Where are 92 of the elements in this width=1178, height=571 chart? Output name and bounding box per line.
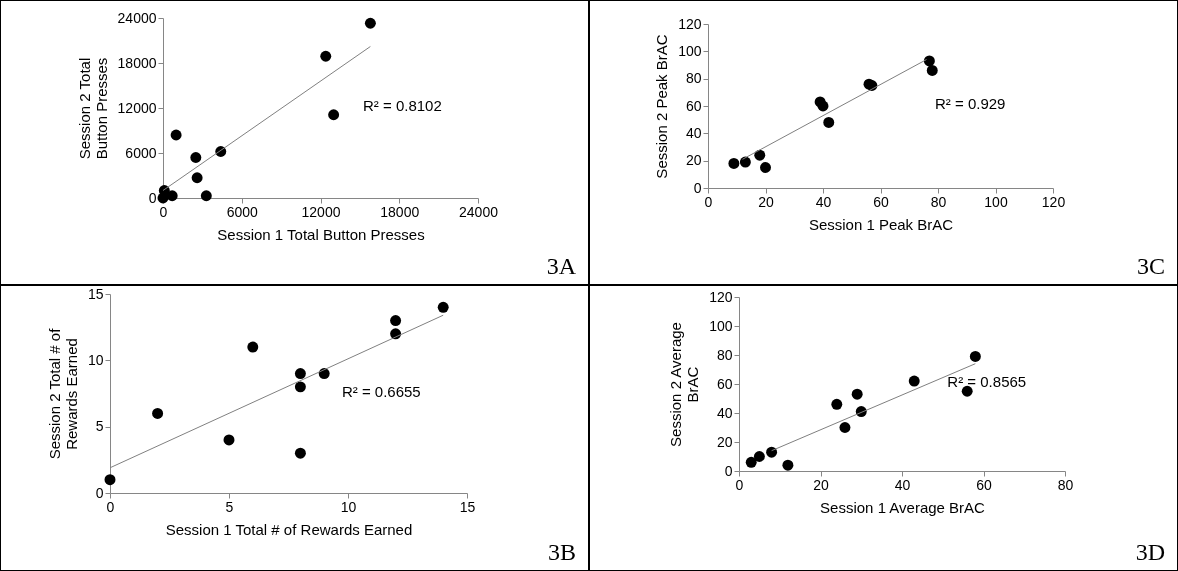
point xyxy=(908,375,920,387)
y-tick-label: 0 xyxy=(724,462,733,479)
x-tick-label: 60 xyxy=(976,476,992,493)
y-tick-label: 18000 xyxy=(117,54,157,71)
y-tick-label: 40 xyxy=(685,124,702,141)
point xyxy=(823,116,835,128)
point xyxy=(364,17,376,29)
y-tick-label: 80 xyxy=(716,346,733,363)
y-tick-label: 20 xyxy=(716,433,733,450)
x-tick-label: 0 xyxy=(106,498,115,515)
x-axis-title: Session 1 Average BrAC xyxy=(820,498,986,516)
x-tick-label: 60 xyxy=(873,193,889,210)
point xyxy=(191,172,203,184)
text: 3A xyxy=(546,253,576,280)
point xyxy=(328,109,340,121)
point xyxy=(200,190,212,202)
point xyxy=(782,459,794,471)
point xyxy=(923,55,935,67)
x-tick-label: 0 xyxy=(735,476,744,493)
x-tick-label: 80 xyxy=(930,193,947,210)
x-axis-title: Session 1 Peak BrAC xyxy=(808,215,954,233)
point xyxy=(104,474,116,486)
x-tick-label: 12000 xyxy=(301,203,341,220)
x-tick-label: 18000 xyxy=(380,203,420,220)
point xyxy=(170,129,182,141)
y-tick-label: 15 xyxy=(87,285,104,302)
y-axis-title: Session 2 Peak BrAC xyxy=(653,34,671,179)
point xyxy=(294,381,306,393)
point xyxy=(926,65,938,76)
x-tick-label: 40 xyxy=(894,476,911,493)
y-axis-title: Session 2 Average BrAC xyxy=(667,322,702,447)
x-tick-label: 6000 xyxy=(226,203,259,220)
annotation: R² = 0.6655 xyxy=(341,382,421,400)
point xyxy=(190,152,202,163)
y-tick-label: 120 xyxy=(678,15,702,32)
point xyxy=(745,456,757,468)
point xyxy=(831,398,843,410)
y-axis-title: Session 2 Total # of Rewards Earned xyxy=(45,327,80,460)
point xyxy=(166,190,178,202)
x-axis-title: Session 1 Total # of Rewards Earned xyxy=(165,520,413,538)
point xyxy=(247,341,259,353)
y-tick-label: 20 xyxy=(685,152,702,169)
point xyxy=(728,157,740,169)
text: 3C xyxy=(1136,253,1165,280)
x-tick-label: 20 xyxy=(813,476,829,493)
point xyxy=(817,100,829,112)
x-tick-label: 20 xyxy=(758,193,774,210)
text: 3D xyxy=(1135,539,1165,566)
point xyxy=(294,368,306,380)
point xyxy=(390,315,402,326)
x-tick-label: 10 xyxy=(340,498,357,515)
point xyxy=(766,446,778,458)
point xyxy=(739,156,751,168)
point xyxy=(839,422,851,433)
x-tick-label: 0 xyxy=(159,203,168,220)
y-tick-label: 5 xyxy=(95,418,104,435)
y-tick-label: 0 xyxy=(693,179,702,196)
point xyxy=(969,350,981,362)
y-tick-label: 40 xyxy=(716,404,733,421)
point xyxy=(753,451,765,462)
x-tick-label: 5 xyxy=(225,498,234,515)
annotation: R² = 0.8565 xyxy=(947,373,1027,391)
point xyxy=(754,149,766,161)
x-tick-label: 100 xyxy=(984,193,1008,210)
y-tick-label: 10 xyxy=(87,351,104,368)
annotation: R² = 0.929 xyxy=(934,95,1006,113)
point xyxy=(851,388,863,400)
y-tick-label: 12000 xyxy=(117,99,157,116)
y-tick-label: 120 xyxy=(709,288,733,305)
x-axis-title: Session 1 Total Button Presses xyxy=(217,225,425,243)
point xyxy=(294,447,306,459)
y-tick-label: 6000 xyxy=(125,144,157,161)
y-tick-label: 100 xyxy=(709,317,733,334)
y-tick-label: 60 xyxy=(716,375,733,392)
y-tick-label: 100 xyxy=(678,42,702,59)
x-tick-label: 24000 xyxy=(459,203,499,220)
annotation: R² = 0.8102 xyxy=(362,97,442,115)
point xyxy=(437,301,449,313)
y-tick-label: 24000 xyxy=(117,9,157,26)
x-tick-label: 80 xyxy=(1057,476,1074,493)
y-tick-label: 80 xyxy=(685,70,702,87)
point xyxy=(152,407,164,419)
y-tick-label: 60 xyxy=(685,97,702,114)
text: 3B xyxy=(547,539,576,566)
x-tick-label: 120 xyxy=(1041,193,1066,210)
x-tick-label: 40 xyxy=(815,193,832,210)
point xyxy=(760,162,771,173)
x-tick-label: 15 xyxy=(459,498,476,515)
y-axis-title: Session 2 Total Button Presses xyxy=(75,57,110,160)
point xyxy=(961,385,973,397)
point xyxy=(223,434,235,446)
point xyxy=(320,50,332,62)
